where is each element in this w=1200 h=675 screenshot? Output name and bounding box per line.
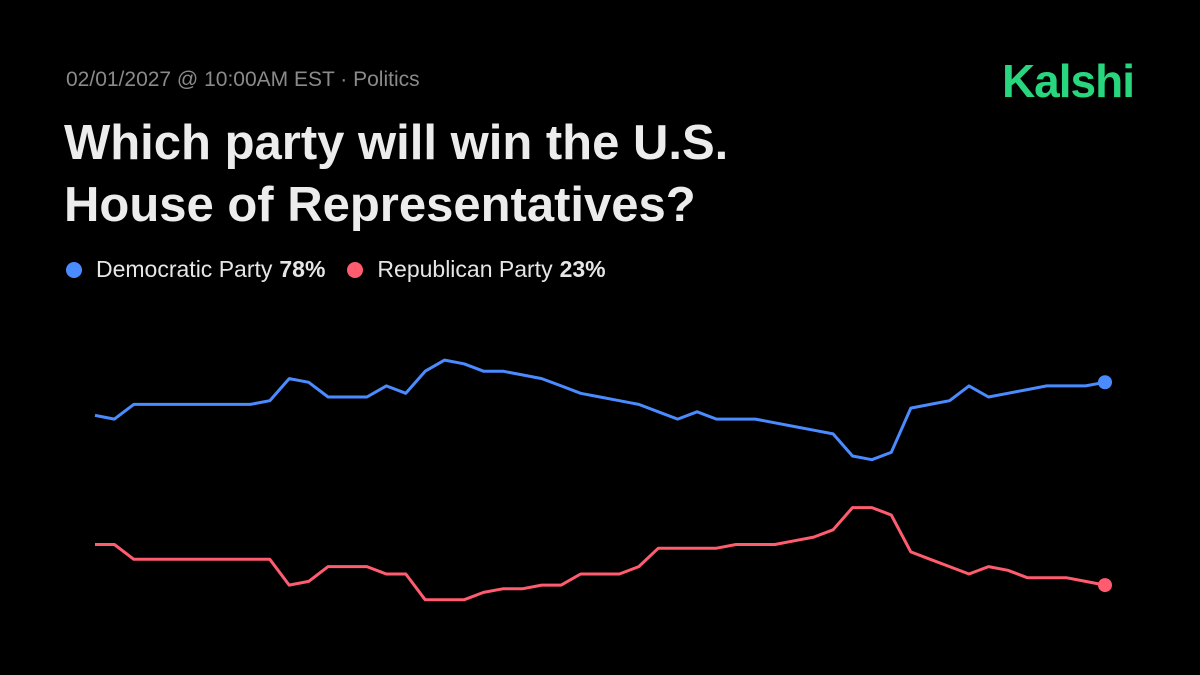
- legend-item: Democratic Party 78%: [66, 256, 325, 283]
- legend-value: 78%: [279, 256, 326, 282]
- series-line: [95, 506, 1106, 602]
- meta-line: 02/01/2027 @ 10:00AM EST · Politics: [66, 68, 420, 91]
- legend-label: Republican Party: [377, 256, 553, 282]
- legend-value: 23%: [559, 256, 606, 282]
- end-point: [1098, 578, 1112, 593]
- brand-logo: Kalshi: [1001, 55, 1135, 107]
- legend-dot: [347, 261, 364, 278]
- chart-title: Which party will win the U.S. House of R…: [64, 116, 729, 232]
- legend-dot: [66, 261, 82, 278]
- series-line: [94, 358, 1106, 462]
- legend-item: Republican Party 23%: [347, 256, 606, 283]
- end-point: [1098, 375, 1112, 390]
- legend-label: Democratic Party: [96, 256, 273, 282]
- legend: Democratic Party 78% Republican Party 23%: [66, 256, 628, 283]
